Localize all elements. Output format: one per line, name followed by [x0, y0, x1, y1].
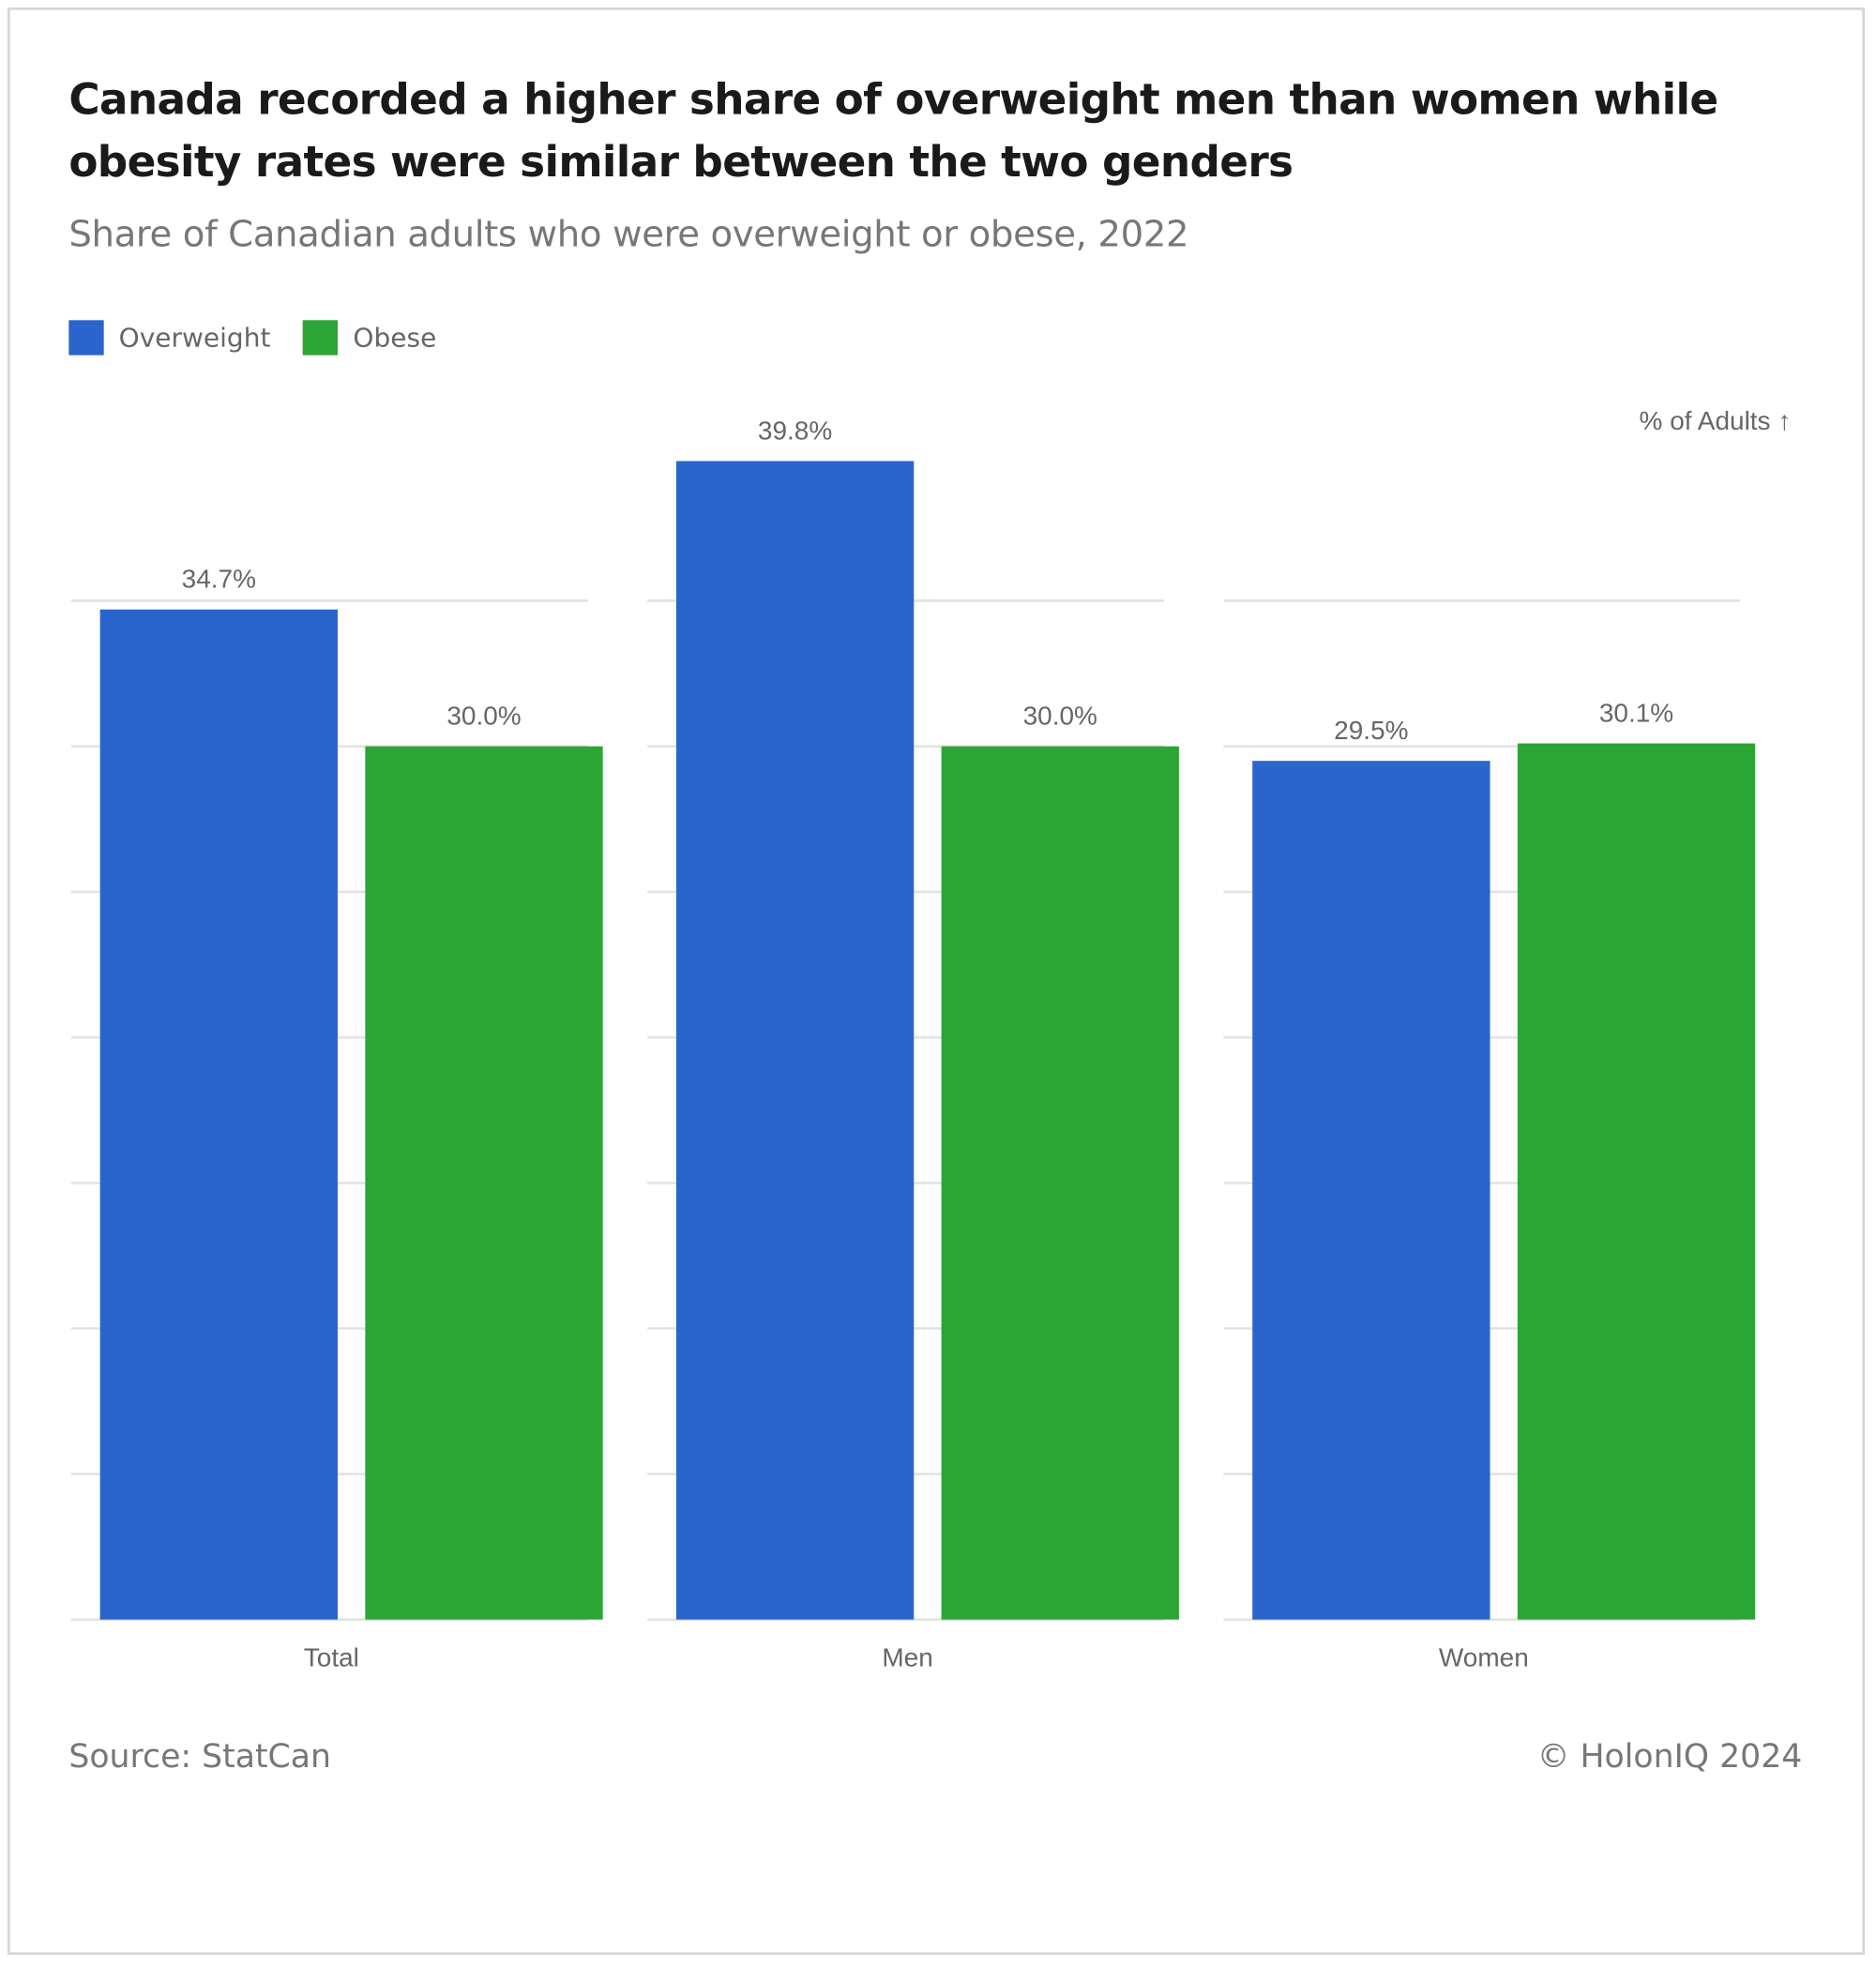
legend-label: Overweight: [118, 322, 271, 353]
x-tick-label: Men: [882, 1643, 932, 1672]
legend-swatch: [303, 320, 339, 355]
data-label: 30.1%: [1599, 698, 1673, 727]
x-tick-label: Total: [304, 1643, 359, 1672]
bar: [99, 609, 338, 1620]
bar: [941, 746, 1179, 1620]
credit: © HolonIQ 2024: [1536, 1738, 1803, 1777]
y-axis-label: % of Adults ↑: [1640, 406, 1792, 435]
bar: [365, 746, 603, 1620]
legend-swatch: [68, 320, 104, 355]
data-label: 30.0%: [1023, 701, 1097, 730]
chart-title: Canada recorded a higher share of overwe…: [68, 74, 1718, 188]
data-label: 30.0%: [446, 701, 521, 730]
bar: [675, 461, 915, 1620]
legend-item: Obese: [303, 320, 436, 355]
chart-subtitle: Share of Canadian adults who were overwe…: [68, 212, 1189, 255]
legend-label: Obese: [353, 322, 437, 353]
legend-item: Overweight: [68, 320, 270, 355]
card-border: [7, 7, 1865, 1955]
x-tick-label: Women: [1439, 1643, 1529, 1672]
bar: [1517, 743, 1756, 1620]
legend: Overweight Obese: [68, 320, 469, 355]
source: Source: StatCan: [68, 1738, 331, 1777]
bar: [1252, 761, 1490, 1620]
data-label: 29.5%: [1334, 716, 1408, 745]
data-label: 34.7%: [182, 565, 256, 594]
data-label: 39.8%: [758, 416, 832, 445]
